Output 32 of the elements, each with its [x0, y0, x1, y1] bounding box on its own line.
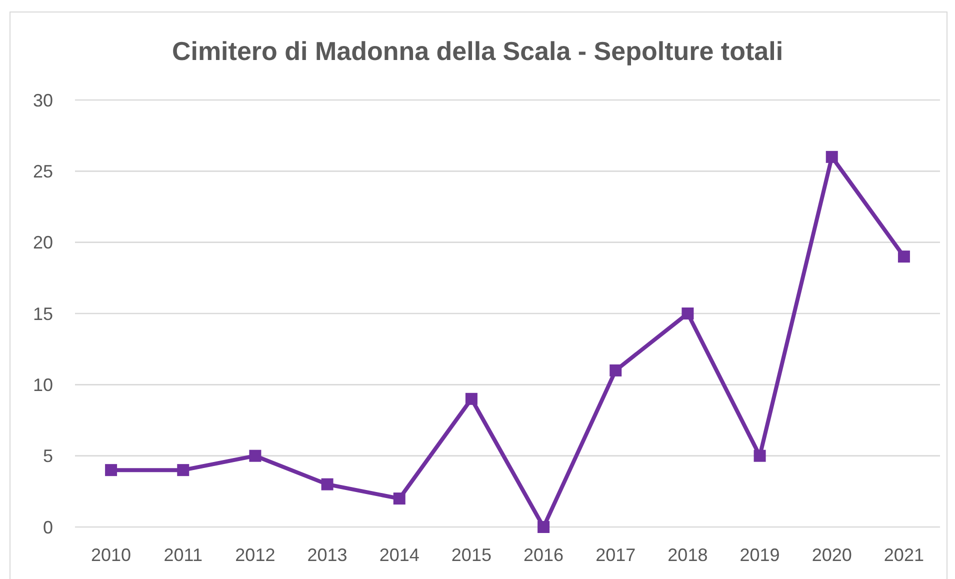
x-tick-label: 2014: [379, 545, 420, 565]
chart-title: Cimitero di Madonna della Scala - Sepolture totali: [172, 36, 784, 66]
y-tick-label: 10: [32, 374, 53, 395]
x-tick-label: 2017: [596, 545, 636, 565]
x-tick-label: 2018: [668, 545, 708, 565]
x-tick-label: 2021: [884, 545, 924, 565]
x-tick-label: 2019: [740, 545, 780, 565]
point: [538, 521, 550, 533]
point: [682, 308, 694, 320]
y-tick-label: 15: [32, 304, 53, 324]
point: [321, 478, 334, 490]
y-tick-label: 0: [42, 517, 53, 538]
point: [393, 492, 406, 505]
point: [249, 450, 262, 462]
point: [754, 450, 766, 462]
point: [465, 392, 478, 405]
x-tick-label: 2010: [91, 545, 132, 565]
x-tick-label: 2011: [164, 545, 202, 565]
x-tick-label: 2012: [235, 545, 276, 565]
x-tick-label: 2016: [524, 545, 564, 565]
y-tick-label: 20: [32, 232, 53, 253]
x-tick-label: 2013: [307, 545, 348, 565]
point: [898, 250, 910, 263]
point: [610, 364, 622, 376]
point: [177, 464, 190, 476]
x-tick-label: 2020: [812, 545, 852, 565]
y-tick-label: 5: [42, 446, 53, 466]
x-tick-label: 2015: [451, 545, 492, 565]
y-tick-label: 25: [32, 161, 53, 182]
y-tick-label: 30: [32, 90, 53, 110]
point: [826, 150, 838, 163]
point: [105, 464, 118, 476]
